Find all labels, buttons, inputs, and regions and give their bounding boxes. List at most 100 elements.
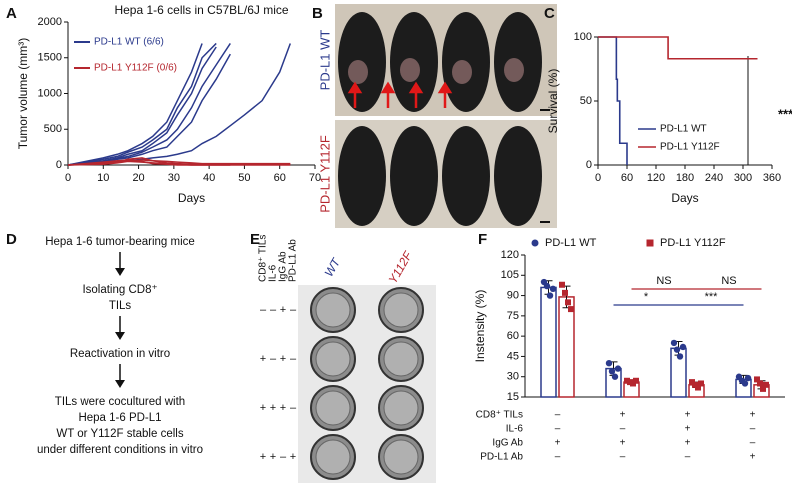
significance-label: * bbox=[644, 291, 649, 303]
data-point bbox=[611, 373, 619, 380]
mice-bottom bbox=[338, 126, 542, 226]
condition-mark: – bbox=[555, 452, 561, 463]
x-tick-label: 60 bbox=[621, 172, 633, 184]
plate-mark: + bbox=[260, 353, 266, 365]
data-point bbox=[633, 377, 639, 384]
x-tick-label: 240 bbox=[705, 172, 723, 184]
line bbox=[67, 53, 231, 166]
condition-mark: + bbox=[620, 438, 626, 449]
chart-title: Hepa 1-6 cells in C57BL/6J mice bbox=[114, 3, 288, 17]
well-inner bbox=[315, 341, 351, 377]
flow-step: Reactivation in vitro bbox=[70, 348, 170, 360]
legend-label: PD-L1 Y112F bbox=[660, 237, 726, 249]
panel-label: E bbox=[250, 231, 260, 248]
significance-label: NS bbox=[721, 275, 736, 287]
x-axis-label: Days bbox=[178, 191, 205, 205]
photo-label: PD-L1 Y112F bbox=[317, 135, 332, 213]
data-point bbox=[754, 376, 760, 383]
y-axis-label: Instensity (%) bbox=[473, 290, 487, 363]
condition-mark: + bbox=[685, 438, 691, 449]
arrows bbox=[347, 81, 453, 108]
data-point bbox=[676, 353, 684, 360]
data-point bbox=[568, 306, 574, 313]
well-inner bbox=[315, 292, 351, 328]
y-tick-label: 45 bbox=[507, 350, 519, 362]
photo-panel: PD-L1 WT PD-L1 Y112F bbox=[317, 4, 557, 228]
y-tick-label: 100 bbox=[574, 31, 592, 43]
flow-arrowhead bbox=[115, 380, 125, 388]
y-tick-label: 1500 bbox=[38, 52, 62, 64]
condition-mark: – bbox=[750, 424, 756, 435]
y-tick-label: 0 bbox=[586, 159, 592, 171]
line bbox=[67, 42, 217, 166]
data-point bbox=[741, 380, 749, 387]
data-point bbox=[679, 343, 687, 351]
panel-label: B bbox=[312, 5, 323, 22]
plate-mark: + bbox=[290, 451, 296, 463]
plate-mark: + bbox=[270, 402, 276, 414]
survival-line bbox=[598, 36, 758, 60]
plate-column: WT bbox=[322, 255, 344, 280]
well-inner bbox=[383, 439, 419, 475]
data-point bbox=[549, 285, 557, 293]
well-inner bbox=[315, 390, 351, 426]
line bbox=[67, 159, 231, 166]
x-tick-label: 70 bbox=[309, 172, 321, 184]
y-tick-label: 75 bbox=[507, 310, 519, 322]
plate-mark: + bbox=[280, 402, 286, 414]
data-point bbox=[608, 368, 616, 375]
y-tick-label: 30 bbox=[507, 371, 519, 383]
tumors bbox=[348, 58, 524, 84]
data-point bbox=[559, 281, 565, 288]
data-point bbox=[562, 289, 568, 296]
legend-label: PD-L1 Y112F (0/6) bbox=[94, 63, 177, 74]
legend-label: PD-L1 WT bbox=[545, 237, 597, 249]
condition-mark: + bbox=[620, 410, 626, 421]
plate-mark: – bbox=[290, 402, 297, 414]
condition-label: CD8⁺ TILs bbox=[476, 410, 523, 421]
condition-mark: – bbox=[685, 452, 691, 463]
plate-mark: + bbox=[260, 402, 266, 414]
significance: **** bbox=[778, 106, 792, 121]
y-tick-label: 0 bbox=[56, 159, 62, 171]
survival-line bbox=[598, 36, 628, 165]
y-tick-label: 15 bbox=[507, 391, 519, 403]
flow-arrowhead bbox=[115, 332, 125, 340]
x-tick-label: 30 bbox=[168, 172, 180, 184]
panel-label: D bbox=[6, 231, 17, 248]
data-point bbox=[614, 365, 622, 372]
data-point bbox=[698, 380, 704, 387]
y-tick-label: 105 bbox=[501, 269, 519, 281]
well-inner bbox=[383, 341, 419, 377]
condition-mark: – bbox=[620, 424, 626, 435]
x-tick-label: 40 bbox=[203, 172, 215, 184]
data-point bbox=[673, 346, 681, 353]
flow-step: TILs bbox=[109, 300, 132, 312]
data-point bbox=[744, 374, 752, 382]
plate-header: PD-L1 Ab bbox=[288, 239, 299, 282]
condition-mark: – bbox=[750, 438, 756, 449]
plate-column: Y112F bbox=[386, 249, 416, 286]
data-point bbox=[763, 381, 769, 388]
x-tick-label: 360 bbox=[763, 172, 781, 184]
bar bbox=[540, 286, 557, 398]
y-tick-label: 60 bbox=[507, 330, 519, 342]
condition-mark: – bbox=[620, 452, 626, 463]
flow-step: Hepa 1-6 tumor-bearing mice bbox=[45, 236, 195, 248]
x-tick-label: 50 bbox=[238, 172, 250, 184]
data-point bbox=[670, 339, 678, 347]
data-point bbox=[757, 380, 763, 387]
condition-label: IgG Ab bbox=[492, 438, 523, 449]
significance-label: NS bbox=[656, 275, 671, 287]
panel-label: A bbox=[6, 5, 17, 22]
plate-mark: – bbox=[270, 353, 277, 365]
condition-label: IL-6 bbox=[506, 424, 524, 435]
data-point bbox=[546, 292, 554, 299]
y-tick-label: 90 bbox=[507, 289, 519, 301]
photo-label: PD-L1 WT bbox=[317, 30, 332, 91]
data-point bbox=[543, 282, 551, 290]
y-axis-label: Tumor volume (mm³) bbox=[16, 38, 30, 150]
panel-label: F bbox=[478, 231, 487, 248]
plate-mark: – bbox=[290, 353, 297, 365]
